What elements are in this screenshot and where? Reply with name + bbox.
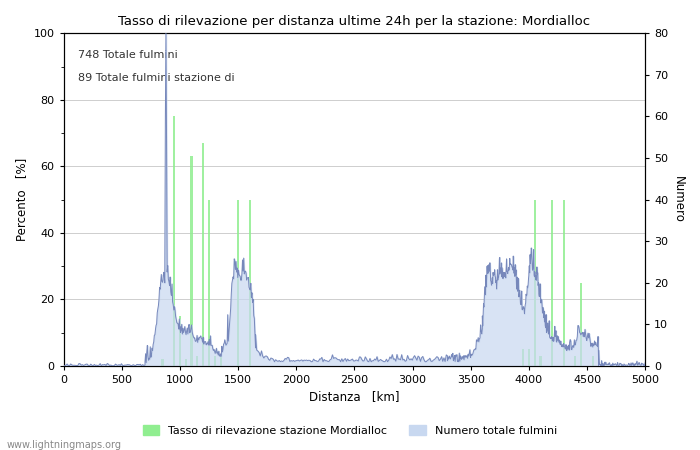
Bar [202, 143, 204, 366]
X-axis label: Distanza   [km]: Distanza [km] [309, 391, 400, 404]
Bar [196, 356, 198, 366]
Bar [179, 316, 181, 366]
Text: 89 Totale fulmini stazione di: 89 Totale fulmini stazione di [78, 73, 235, 83]
Legend: Tasso di rilevazione stazione Mordialloc, Numero totale fulmini: Tasso di rilevazione stazione Mordialloc… [139, 420, 561, 440]
Bar [580, 283, 582, 366]
Bar [522, 349, 524, 366]
Bar [237, 200, 239, 366]
Bar [528, 349, 530, 366]
Bar [185, 359, 187, 366]
Bar [248, 200, 251, 366]
Bar [533, 200, 536, 366]
Bar [208, 200, 210, 366]
Bar [214, 356, 216, 366]
Bar [563, 200, 565, 366]
Bar [540, 356, 542, 366]
Bar [592, 356, 594, 366]
Bar [190, 157, 192, 366]
Bar [220, 356, 222, 366]
Y-axis label: Numero: Numero [672, 176, 685, 223]
Y-axis label: Percento   [%]: Percento [%] [15, 158, 28, 241]
Text: www.lightningmaps.org: www.lightningmaps.org [7, 440, 122, 450]
Bar [574, 356, 576, 366]
Bar [162, 359, 164, 366]
Bar [173, 117, 175, 366]
Text: 748 Totale fulmini: 748 Totale fulmini [78, 50, 178, 60]
Title: Tasso di rilevazione per distanza ultime 24h per la stazione: Mordialloc: Tasso di rilevazione per distanza ultime… [118, 15, 590, 28]
Bar [551, 200, 553, 366]
